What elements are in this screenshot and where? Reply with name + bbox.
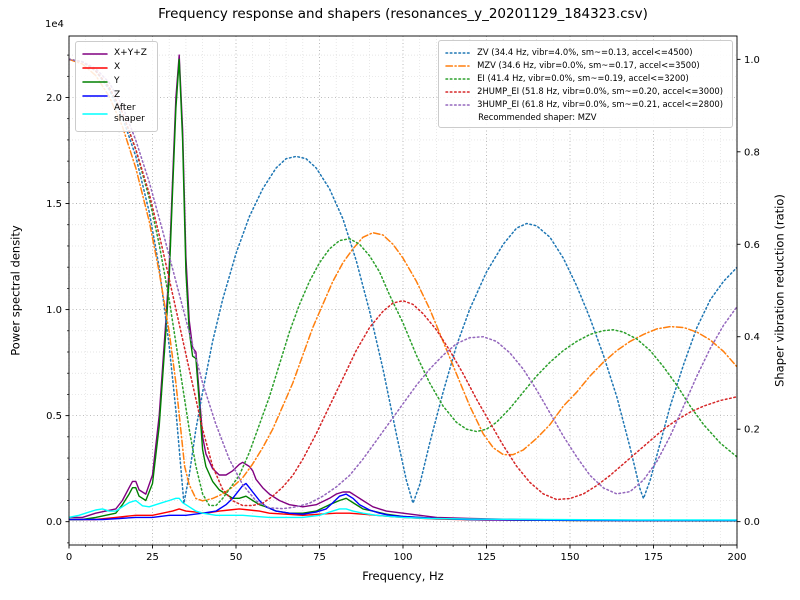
legend-label: EI (41.4 Hz, vibr=0.0%, sm~=0.19, accel<… [477, 73, 689, 84]
legend-label: MZV (34.6 Hz, vibr=0.0%, sm~=0.17, accel… [477, 60, 700, 71]
curve-mzv [69, 58, 737, 502]
legend-label: Y [114, 76, 120, 87]
legend-line-sample-x [82, 67, 108, 69]
x-axis-label: Frequency, Hz [362, 569, 444, 583]
chart-title: Frequency response and shapers (resonanc… [158, 6, 648, 22]
y-left-tick-label: 0.5 [46, 411, 62, 422]
legend-line-sample-3hump-ei [445, 103, 471, 106]
x-tick-label: 50 [230, 552, 243, 563]
legend-label: 3HUMP_EI (61.8 Hz, vibr=0.0%, sm~=0.21, … [477, 99, 723, 110]
legend-label: Z [114, 90, 121, 101]
curve-z [69, 482, 737, 522]
legend-item-mzv: MZV (34.6 Hz, vibr=0.0%, sm~=0.17, accel… [445, 59, 723, 72]
y-axis-label-left: Power spectral density [8, 225, 23, 356]
curve-2hump-ei [69, 58, 737, 507]
y-right-tick-label: 0.6 [744, 240, 760, 251]
x-tick-label: 150 [560, 552, 579, 563]
legend-item-2hump-ei: 2HUMP_EI (51.8 Hz, vibr=0.0%, sm~=0.20, … [445, 85, 723, 98]
curve-3hump-ei [69, 58, 737, 510]
x-tick-label: 0 [66, 552, 72, 563]
legend-item-y: Y [82, 75, 147, 89]
y-right-tick-label: 0.8 [744, 147, 760, 158]
legend-label: ZV (34.4 Hz, vibr=4.0%, sm~=0.13, accel<… [477, 47, 693, 58]
legend-recommendation: Recommended shaper: MZV [478, 112, 597, 122]
legend-line-sample-z [82, 95, 108, 97]
curves [69, 54, 737, 522]
y-left-tick-label: 0.0 [46, 517, 62, 528]
legend-line-sample-2hump-ei [445, 90, 471, 93]
legend-line-sample-zv [445, 51, 471, 54]
x-tick-label: 125 [477, 552, 496, 563]
legend-item-ei: EI (41.4 Hz, vibr=0.0%, sm~=0.19, accel<… [445, 72, 723, 85]
y-axis-offset-text: 1e4 [45, 19, 64, 30]
legend-item-z: Z [82, 89, 147, 103]
legend-label: After shaper [114, 103, 145, 125]
legend-shapers: ZV (34.4 Hz, vibr=4.0%, sm~=0.13, accel<… [438, 40, 733, 128]
legend-line-sample-x-y-z [82, 53, 108, 55]
y-left-tick-label: 1.5 [46, 199, 62, 210]
legend-line-sample-ei [445, 77, 471, 80]
legend-item-x: X [82, 61, 147, 75]
legend-item-after-shaper: After shaper [82, 103, 147, 126]
legend-line-sample-mzv [445, 64, 471, 67]
x-tick-label: 100 [393, 552, 412, 563]
y-right-tick-label: 1.0 [744, 55, 760, 66]
y-axis-label-right: Shaper vibration reduction (ratio) [772, 194, 787, 387]
y-right-tick-label: 0.0 [744, 517, 760, 528]
y-right-tick-label: 0.4 [744, 332, 760, 343]
legend-psd: X+Y+Z X Y Z After shaper [75, 41, 158, 132]
ticks: 0 25 50 75 100 125 150 175 200 0.0 0.5 1.0 1.5 2.0 0.0… [46, 54, 760, 563]
x-tick-label: 25 [146, 552, 159, 563]
x-tick-label: 200 [727, 552, 746, 563]
legend-item-3hump-ei: 3HUMP_EI (61.8 Hz, vibr=0.0%, sm~=0.21, … [445, 98, 723, 111]
y-left-tick-label: 1.0 [46, 305, 62, 316]
curve-y [69, 58, 737, 522]
curve-zv [69, 58, 737, 504]
curve-x-y-z [69, 54, 737, 522]
legend-line-sample-after-shaper [82, 113, 108, 115]
legend-label: 2HUMP_EI (51.8 Hz, vibr=0.0%, sm~=0.20, … [477, 86, 723, 97]
x-tick-label: 75 [313, 552, 326, 563]
legend-line-sample-y [82, 81, 108, 83]
curve-ei [69, 58, 737, 507]
legend-item-x-y-z: X+Y+Z [82, 47, 147, 61]
legend-label: X [114, 62, 121, 73]
grid [68, 36, 738, 545]
legend-item-zv: ZV (34.4 Hz, vibr=4.0%, sm~=0.13, accel<… [445, 46, 723, 59]
y-right-tick-label: 0.2 [744, 425, 760, 436]
legend-label: X+Y+Z [114, 48, 147, 59]
x-tick-label: 175 [644, 552, 663, 563]
curve-after-shaper [69, 497, 737, 521]
y-left-tick-label: 2.0 [46, 93, 62, 104]
